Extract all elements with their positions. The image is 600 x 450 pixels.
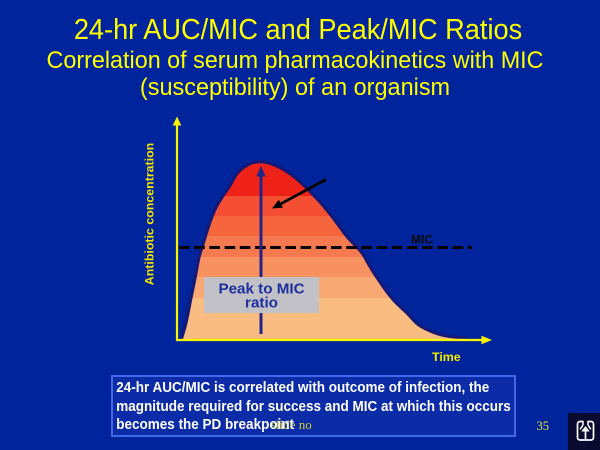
svg-text:Peak to MIC: Peak to MIC: [218, 280, 304, 297]
svg-text:Antibiotic concentration: Antibiotic concentration: [143, 143, 157, 286]
svg-text:Time: Time: [432, 350, 461, 364]
svg-text:ratio: ratio: [245, 295, 278, 312]
svg-text:MIC: MIC: [411, 233, 433, 247]
